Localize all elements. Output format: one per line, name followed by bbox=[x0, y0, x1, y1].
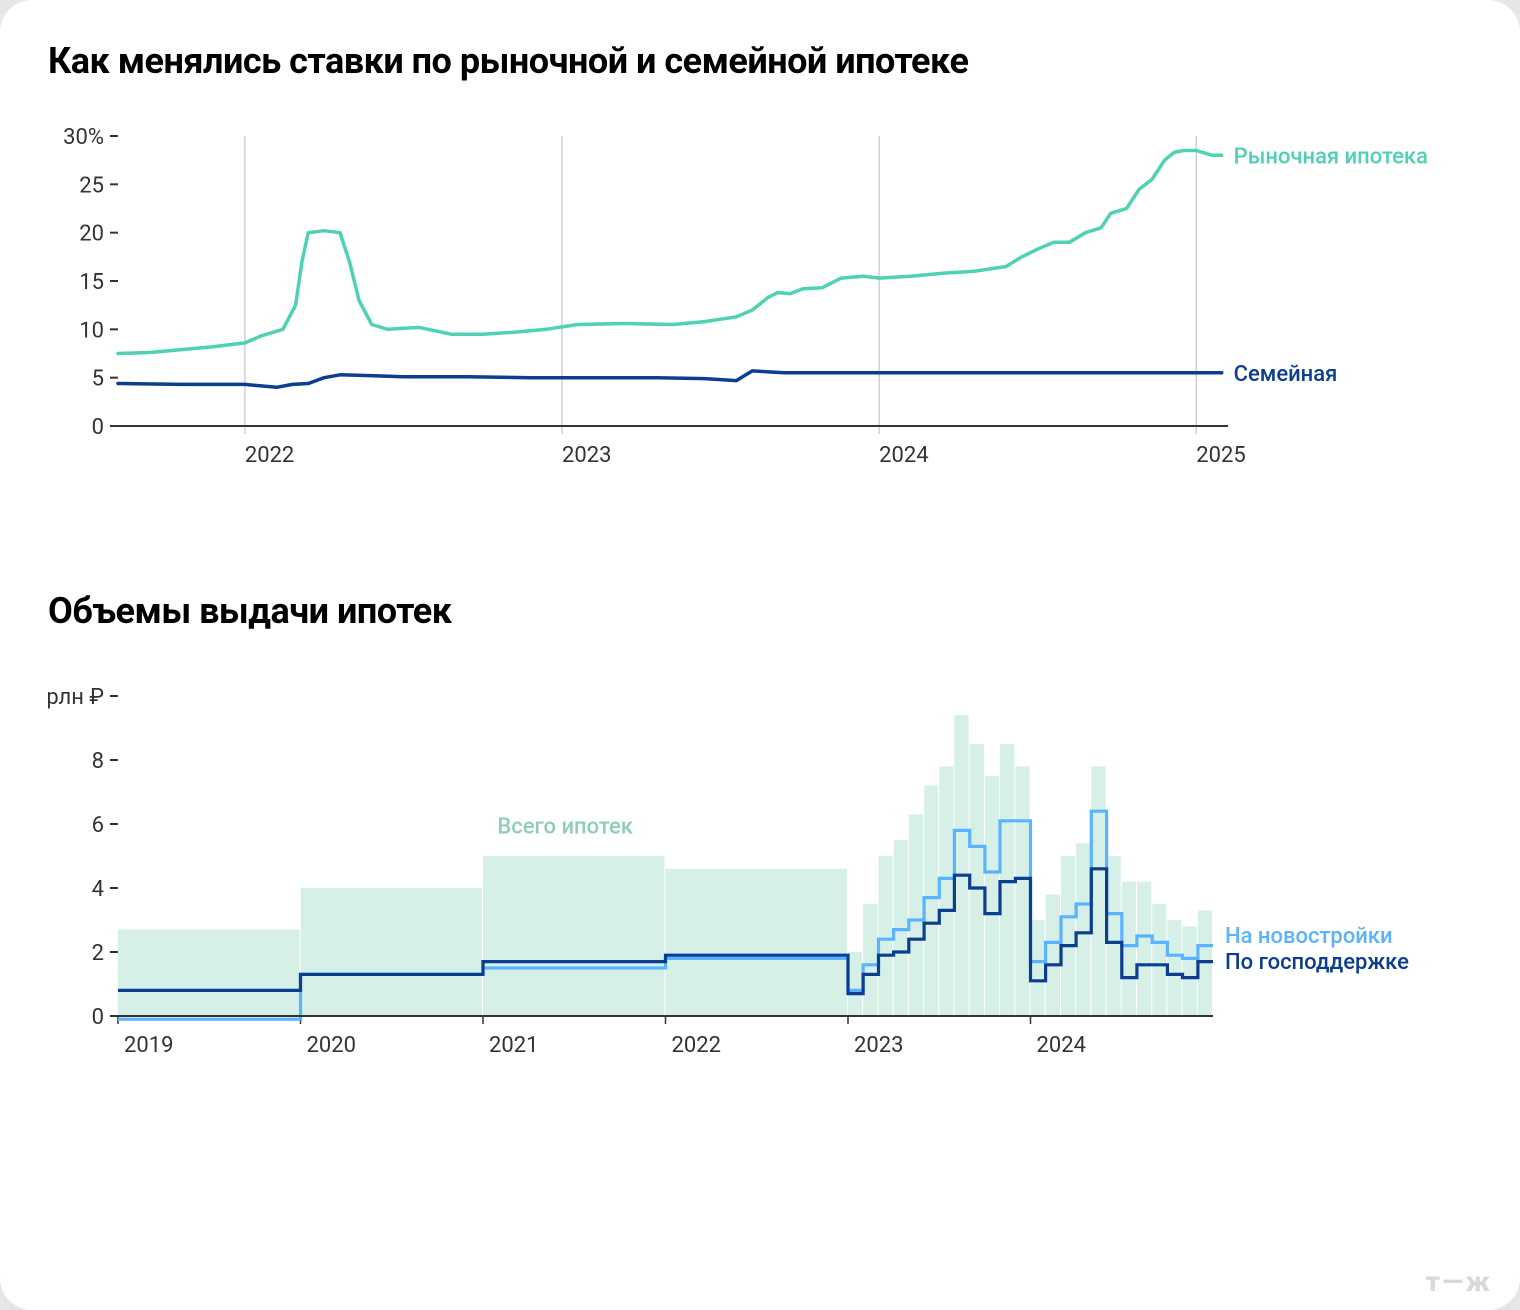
svg-text:2025: 2025 bbox=[1196, 443, 1245, 468]
svg-text:4: 4 bbox=[92, 877, 104, 902]
svg-text:Рыночная ипотека: Рыночная ипотека bbox=[1234, 144, 1428, 169]
rates-line-chart: 051015202530%2022202320242025Рыночная ип… bbox=[48, 106, 1468, 516]
chart1-wrap: 051015202530%2022202320242025Рыночная ип… bbox=[48, 106, 1472, 520]
svg-text:2022: 2022 bbox=[245, 443, 294, 468]
svg-text:2020: 2020 bbox=[307, 1033, 356, 1058]
svg-text:Всего ипотек: Всего ипотек bbox=[497, 815, 633, 840]
svg-text:8: 8 bbox=[92, 749, 104, 774]
svg-text:0: 0 bbox=[92, 1005, 104, 1030]
svg-text:2019: 2019 bbox=[124, 1033, 173, 1058]
svg-text:2: 2 bbox=[92, 941, 104, 966]
svg-text:10: 10 bbox=[79, 318, 104, 343]
svg-text:По господдержке: По господдержке bbox=[1225, 950, 1409, 975]
watermark: т—ж bbox=[1426, 1265, 1492, 1298]
chart1-title: Как менялись ставки по рыночной и семейн… bbox=[48, 40, 1472, 82]
svg-text:15: 15 bbox=[79, 270, 104, 295]
svg-text:20: 20 bbox=[79, 222, 104, 247]
svg-text:2023: 2023 bbox=[854, 1033, 903, 1058]
svg-text:5: 5 bbox=[92, 367, 104, 392]
svg-text:0: 0 bbox=[92, 415, 104, 440]
chart-card: Как менялись ставки по рыночной и семейн… bbox=[0, 0, 1520, 1310]
svg-text:30%: 30% bbox=[63, 125, 104, 150]
svg-text:6: 6 bbox=[92, 813, 104, 838]
chart2-title: Объемы выдачи ипотек bbox=[48, 590, 1472, 632]
svg-text:Семейная: Семейная bbox=[1234, 362, 1338, 387]
svg-text:2024: 2024 bbox=[1037, 1033, 1086, 1058]
svg-text:25: 25 bbox=[79, 173, 104, 198]
chart2-wrap: 0 2 4 6 8 10 трлн ₽ 2019 2020 2021 2022 2023 2024 Вс… bbox=[48, 656, 1472, 1125]
svg-text:На новостройки: На новостройки bbox=[1225, 924, 1393, 949]
svg-text:10 трлн ₽: 10 трлн ₽ bbox=[48, 685, 104, 710]
svg-text:2021: 2021 bbox=[489, 1033, 538, 1058]
svg-text:2023: 2023 bbox=[562, 443, 611, 468]
volumes-chart: 0 2 4 6 8 10 трлн ₽ 2019 2020 2021 2022 2023 2024 Вс… bbox=[48, 656, 1468, 1121]
svg-text:2022: 2022 bbox=[672, 1033, 721, 1058]
svg-text:2024: 2024 bbox=[879, 443, 928, 468]
